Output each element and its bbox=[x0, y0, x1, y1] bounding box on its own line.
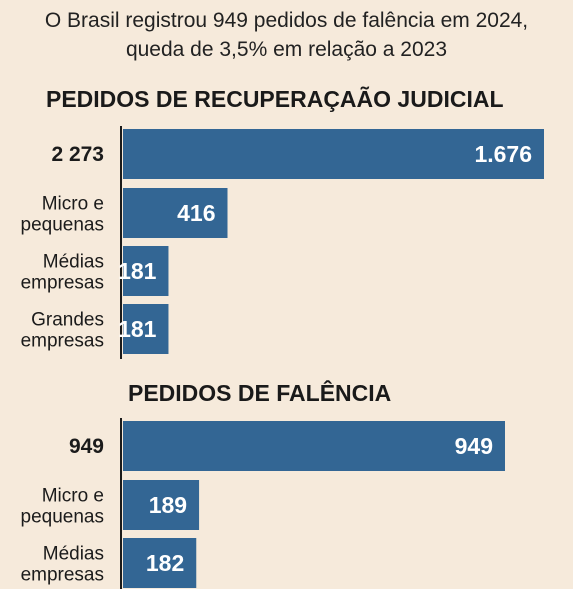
chart-0-bar-0 bbox=[123, 129, 544, 179]
chart-1-category-label-1-0: Micro e bbox=[42, 486, 104, 507]
chart-0-bar-3 bbox=[123, 304, 169, 354]
chart-1-category-label-2-1: empresas bbox=[21, 565, 104, 586]
chart-subtitle: O Brasil registrou 949 pedidos de falênc… bbox=[0, 6, 573, 64]
chart-1-category-label-2-0: Médias bbox=[43, 544, 104, 565]
chart-1-bar-1 bbox=[123, 480, 200, 530]
chart-0-bar-value-1: 416 bbox=[177, 200, 215, 226]
chart-0-bar-value-2: 181 bbox=[118, 258, 157, 284]
chart-1-category-label-0-0: 949 bbox=[69, 435, 104, 458]
chart-0-bar-value-3: 181 bbox=[118, 316, 157, 342]
section-title-falencia: PEDIDOS DE FALÊNCIA bbox=[128, 380, 392, 406]
subtitle-line-1: O Brasil registrou 949 pedidos de falênc… bbox=[44, 9, 529, 32]
chart-0-category-label-1-1: pequenas bbox=[21, 215, 104, 236]
subtitle-line-2: queda de 3,5% em relação a 2023 bbox=[125, 38, 448, 61]
chart-0-category-label-3-0: Grandes bbox=[31, 310, 104, 331]
section-title-recuperacao: PEDIDOS DE RECUPERAÇAÃO JUDICIAL bbox=[46, 86, 504, 112]
chart-0-category-label-3-1: empresas bbox=[21, 331, 104, 352]
chart-0-bar-value-0: 1.676 bbox=[474, 141, 532, 167]
chart-1-bar-2 bbox=[123, 538, 197, 588]
chart-1-category-label-1-1: pequenas bbox=[21, 507, 104, 528]
chart-1-bar-value-1: 189 bbox=[149, 492, 187, 518]
chart-0-category-label-1-0: Micro e bbox=[42, 194, 104, 215]
chart-0-category-label-0-0: 2 273 bbox=[51, 143, 104, 166]
chart-0-bar-2 bbox=[123, 246, 169, 296]
chart-1-bar-0 bbox=[123, 421, 505, 471]
chart-0-bar-1 bbox=[123, 188, 228, 238]
chart-0-category-label-2-0: Médias bbox=[43, 252, 104, 273]
chart-1-bar-value-0: 949 bbox=[455, 433, 493, 459]
chart-1-bar-value-2: 182 bbox=[146, 550, 184, 576]
chart-0-category-label-2-1: empresas bbox=[21, 273, 104, 294]
